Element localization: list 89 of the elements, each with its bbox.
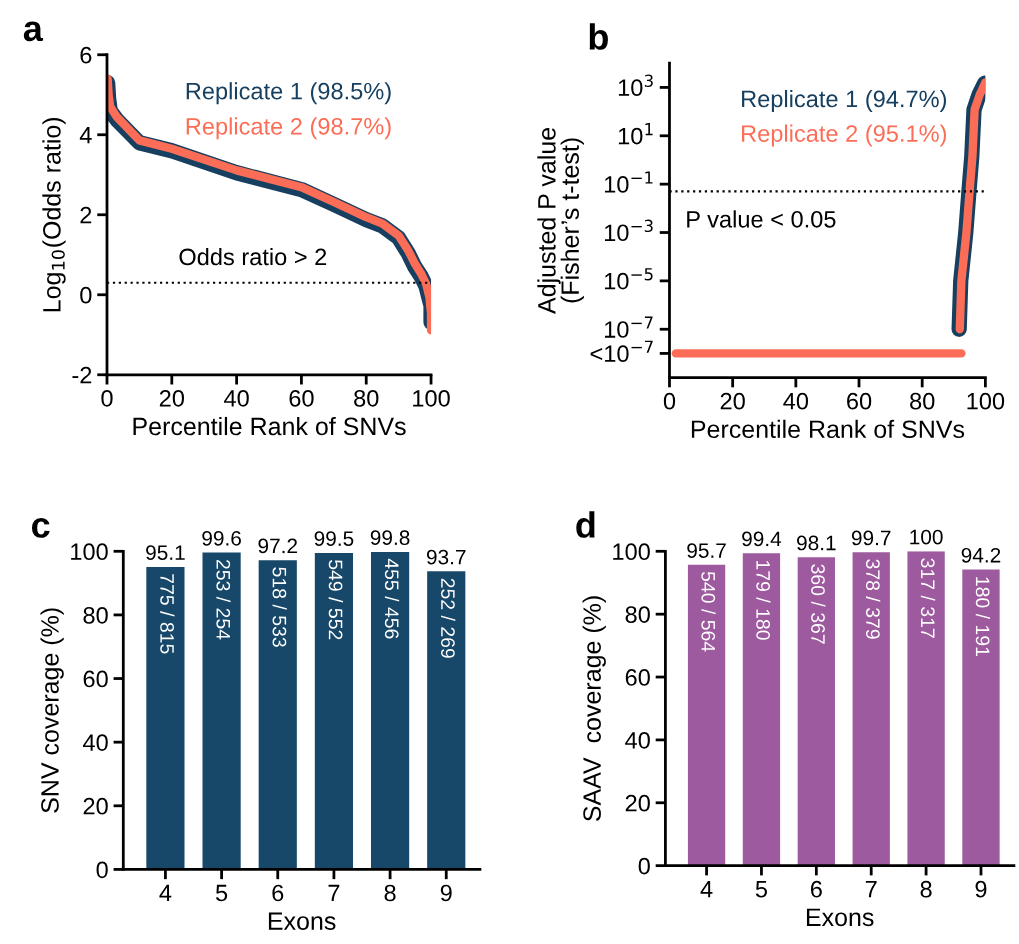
x-axis-title: Exons: [806, 908, 874, 927]
y-axis-title: Adjusted P value (Fisher’s t-test): [537, 127, 584, 314]
x-tick-label: 9: [440, 884, 452, 902]
series-label: Replicate 2 (98.7%): [186, 117, 391, 140]
y-tick-label: 10$^{1}$: [618, 123, 653, 145]
annotation: 518 / 533: [272, 567, 287, 647]
annotation: 180 / 191: [975, 577, 991, 656]
series-label: Replicate 2 (95.1%): [742, 124, 947, 147]
x-tick-label: 5: [215, 884, 228, 902]
x-axis-title: Percentile Rank of SNVs: [691, 419, 965, 439]
y-tick-label: 80: [83, 606, 108, 624]
x-tick-label: 60: [847, 392, 872, 410]
data-label: 95.1: [146, 545, 185, 560]
y-tick-label: 10$^{3}$: [618, 74, 653, 97]
chart-title: a: [23, 21, 44, 42]
x-tick-label: 7: [865, 881, 877, 898]
x-tick-label: 9: [975, 880, 987, 898]
annotation: 317 / 317: [920, 558, 936, 638]
data-label: 99.5: [314, 531, 354, 546]
data-label: 95.7: [687, 543, 726, 558]
y-tick-label: 10$^{−5}$: [604, 268, 653, 290]
y-axis-title: SNV coverage (%): [40, 608, 64, 813]
y-tick-label: 0: [80, 286, 92, 304]
data-label: 98.1: [797, 535, 836, 551]
data-label: 99.4: [742, 531, 782, 547]
x-tick-label: 6: [272, 884, 284, 902]
y-tick-label: 40: [83, 734, 108, 751]
y-tick-label: <10$^{−7}$: [590, 340, 653, 363]
x-tick-label: 80: [910, 392, 935, 410]
annotation: 179 / 180: [756, 560, 771, 640]
x-tick-label: 4: [700, 881, 713, 898]
y-tick-label: 20: [625, 794, 650, 812]
series-label: Replicate 1 (94.7%): [742, 89, 947, 112]
annotation: 253 / 254: [216, 559, 231, 640]
data-label: 97.2: [258, 538, 297, 554]
y-axis-title: Log$_{10}$(Odds ratio): [42, 117, 66, 312]
y-tick-label: 0: [638, 857, 650, 875]
x-tick-label: 4: [159, 884, 172, 902]
y-tick-label: 100: [613, 543, 650, 561]
text: Replicate 1 (98.5%): [186, 82, 391, 105]
y-tick-label: 2: [80, 206, 92, 224]
x-tick-label: 0: [663, 392, 676, 410]
y-tick-label: 60: [625, 669, 650, 686]
y-tick-label: 10$^{−1}$: [604, 171, 653, 193]
x-tick-label: 5: [755, 881, 768, 898]
data-label: 93.7: [426, 549, 466, 565]
y-tick-label: 60: [83, 670, 108, 688]
y-tick-label: 6: [80, 46, 92, 64]
y-tick-label: 40: [625, 731, 650, 749]
data-label: 99.6: [202, 530, 241, 546]
x-tick-label: 8: [920, 880, 932, 898]
y-axis-title: SAAV coverage (%): [582, 596, 606, 822]
x-tick-label: 40: [783, 392, 809, 410]
x-axis-title: Percentile Rank of SNVs: [133, 416, 406, 436]
data-label: 100: [910, 529, 943, 545]
x-tick-label: 80: [354, 389, 379, 407]
annotation: 252 / 269: [441, 578, 456, 658]
x-tick-label: 7: [328, 884, 340, 902]
chart-title: b: [589, 23, 608, 50]
x-axis-title: Exons: [268, 912, 336, 930]
y-tick-label: 10$^{−7}$: [604, 316, 653, 338]
ref-line-label: Odds ratio > 2: [179, 247, 327, 266]
data-label: 94.2: [961, 547, 1001, 563]
annotation: 549 / 552: [328, 560, 343, 640]
chart-title: d: [576, 511, 595, 538]
x-tick-label: 6: [810, 880, 822, 898]
x-tick-label: 40: [224, 389, 249, 407]
y-tick-label: 0: [96, 861, 108, 879]
annotation: 360 / 367: [811, 564, 826, 644]
y-tick-label: 20: [83, 797, 108, 815]
annotation: 775 / 815: [160, 574, 175, 654]
x-tick-label: 100: [413, 389, 450, 407]
data-label: 99.8: [370, 530, 410, 546]
x-tick-label: 20: [159, 389, 185, 407]
annotation: 540 / 564: [701, 571, 716, 652]
y-tick-label: 4: [79, 127, 92, 144]
data-label: 99.7: [851, 530, 891, 546]
x-tick-label: 60: [289, 389, 314, 407]
annotation: 455 / 456: [384, 558, 400, 639]
chart-title: c: [31, 518, 50, 538]
y-tick-label: 80: [625, 606, 650, 623]
x-tick-label: 100: [967, 392, 1005, 410]
annotation: 378 / 379: [865, 559, 881, 639]
y-tick-label: 10$^{−3}$: [604, 219, 653, 242]
y-tick-label: 100: [71, 543, 108, 561]
ref-line-label: P value < 0.05: [687, 210, 836, 228]
y-tick-label: -2: [72, 366, 92, 384]
x-tick-label: 8: [384, 884, 396, 902]
x-tick-label: 20: [720, 392, 745, 410]
